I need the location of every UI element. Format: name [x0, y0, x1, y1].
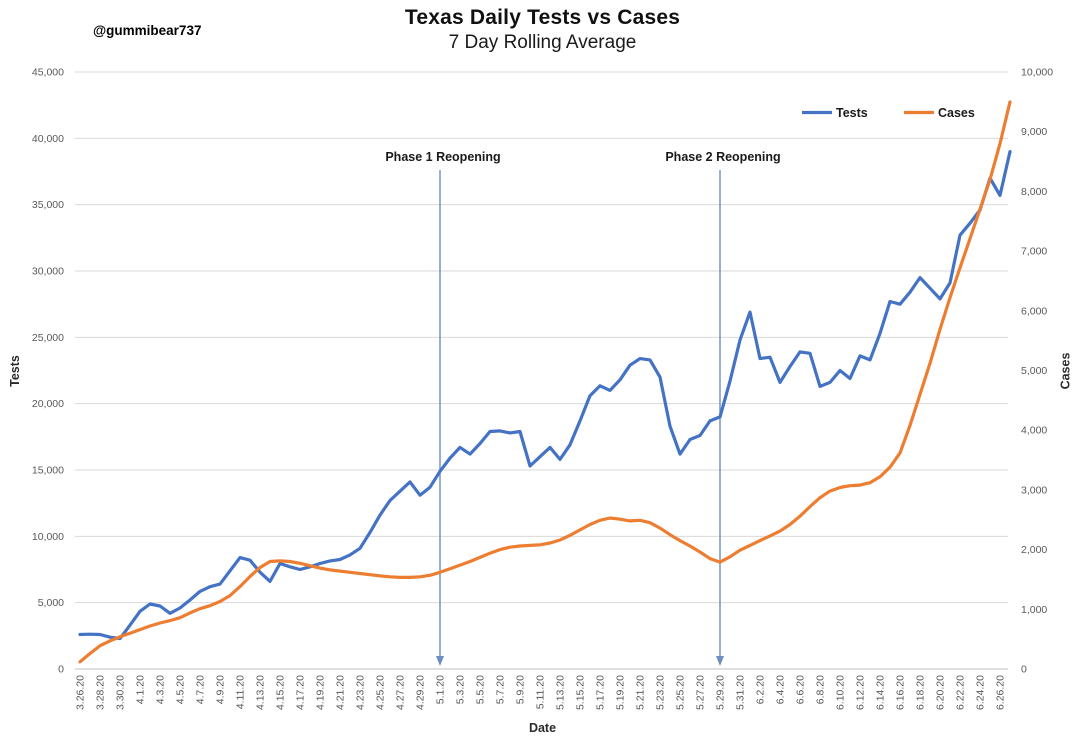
x-axis-tick-label: 6.14.20	[875, 675, 887, 710]
x-axis-tick-label: 3.26.20	[75, 675, 87, 710]
right-axis-tick-label: 6,000	[1021, 305, 1047, 317]
x-axis-tick-label: 5.25.20	[675, 675, 687, 710]
x-axis-tick-label: 4.25.20	[375, 675, 387, 710]
x-axis-tick-label: 4.1.20	[135, 675, 147, 704]
x-axis-tick-label: 4.7.20	[195, 675, 207, 704]
cases-series-line	[78, 100, 1012, 664]
right-axis-tick-label: 7,000	[1021, 246, 1047, 258]
x-axis-tick-label: 4.21.20	[335, 675, 347, 710]
x-axis-tick-label: 5.7.20	[495, 675, 507, 704]
tests-series-line	[78, 150, 1012, 641]
x-axis-tick-label: 5.31.20	[735, 675, 747, 710]
right-axis-tick-label: 0	[1021, 664, 1027, 676]
x-axis-tick-label: 5.23.20	[655, 675, 667, 710]
x-axis-tick-label: 6.22.20	[955, 675, 967, 710]
right-axis-tick-label: 2,000	[1021, 544, 1047, 556]
x-axis-tick-label: 6.8.20	[815, 675, 827, 704]
x-axis-tick-label: 6.18.20	[915, 675, 927, 710]
right-axis-tick-label: 9,000	[1021, 126, 1047, 138]
x-axis-tick-label: 5.17.20	[595, 675, 607, 710]
left-axis-tick-label: 30,000	[32, 266, 64, 278]
left-axis-tick-label: 45,000	[32, 67, 64, 79]
left-axis-title-wrap: Tests	[2, 72, 28, 669]
x-axis-tick-label: 6.6.20	[795, 675, 807, 704]
x-axis-tick-label: 6.2.20	[755, 675, 767, 704]
x-axis-tick-label: 6.16.20	[895, 675, 907, 710]
annotation-arrowhead-icon	[716, 656, 724, 666]
annotation-label: Phase 1 Reopening	[385, 150, 500, 164]
right-axis-title: Cases	[1058, 352, 1072, 389]
left-axis-tick-label: 10,000	[32, 531, 64, 543]
author-watermark: @gummibear737	[93, 23, 202, 38]
x-axis-tick-label: 4.3.20	[155, 675, 167, 704]
x-axis-tick-label: 5.1.20	[435, 675, 447, 704]
right-axis-tick-label: 3,000	[1021, 484, 1047, 496]
left-axis-tick-label: 0	[58, 664, 64, 676]
chart-subtitle: 7 Day Rolling Average	[448, 32, 637, 53]
x-axis-tick-label: 5.11.20	[535, 675, 547, 709]
x-axis-tick-label: 3.28.20	[95, 675, 107, 710]
left-axis-tick-label: 40,000	[32, 133, 64, 145]
x-axis-tick-label: 4.13.20	[255, 675, 267, 710]
right-axis-tick-label: 5,000	[1021, 365, 1047, 377]
left-axis-tick-label: 35,000	[32, 199, 64, 211]
x-axis-tick-label: 6.24.20	[975, 675, 987, 710]
x-axis-tick-label: 4.17.20	[295, 675, 307, 710]
right-axis-tick-label: 1,000	[1021, 604, 1047, 616]
left-axis-tick-label: 25,000	[32, 332, 64, 344]
x-axis-title: Date	[528, 721, 557, 735]
x-axis-tick-label: 4.15.20	[275, 675, 287, 710]
x-axis-tick-label: 4.9.20	[215, 675, 227, 704]
left-axis-title: Tests	[8, 354, 23, 387]
x-axis-tick-label: 4.11.20	[235, 675, 247, 709]
x-axis-tick-label: 5.21.20	[635, 675, 647, 710]
x-axis-tick-label: 5.29.20	[715, 675, 727, 710]
x-axis-tick-label: 6.4.20	[775, 675, 787, 704]
x-axis-tick-label: 5.19.20	[615, 675, 627, 710]
x-axis-tick-label: 6.20.20	[935, 675, 947, 710]
x-axis-tick-label: 4.29.20	[415, 675, 427, 710]
left-axis-tick-label: 5,000	[38, 597, 64, 609]
annotation-arrowhead-icon	[436, 656, 444, 666]
x-axis-tick-label: 6.10.20	[835, 675, 847, 710]
x-axis-tick-label: 6.12.20	[855, 675, 867, 710]
right-axis-tick-label: 8,000	[1021, 186, 1047, 198]
x-axis-tick-label: 4.5.20	[175, 675, 187, 704]
left-axis-tick-label: 20,000	[32, 398, 64, 410]
x-axis-tick-label: 5.5.20	[475, 675, 487, 704]
x-axis-tick-label: 4.27.20	[395, 675, 407, 710]
right-axis-tick-label: 4,000	[1021, 425, 1047, 437]
right-axis-tick-label: 10,000	[1021, 67, 1053, 79]
x-axis-tick-label: 5.9.20	[515, 675, 527, 704]
x-axis-tick-label: 5.15.20	[575, 675, 587, 710]
x-axis-tick-label: 5.13.20	[555, 675, 567, 710]
left-axis-tick-label: 15,000	[32, 465, 64, 477]
right-axis-title-wrap: Cases	[1052, 72, 1078, 669]
x-axis-tick-label: 4.23.20	[355, 675, 367, 710]
x-axis-tick-label: 6.26.20	[995, 675, 1007, 710]
annotation-label: Phase 2 Reopening	[665, 150, 780, 164]
chart-title: Texas Daily Tests vs Cases	[404, 6, 681, 29]
legend-label-tests: Tests	[836, 106, 868, 120]
x-axis-tick-label: 5.27.20	[695, 675, 707, 710]
x-axis-tick-label: 4.19.20	[315, 675, 327, 710]
x-axis-tick-label: 3.30.20	[115, 675, 127, 710]
legend-label-cases: Cases	[938, 106, 975, 120]
x-axis-tick-label: 5.3.20	[455, 675, 467, 704]
